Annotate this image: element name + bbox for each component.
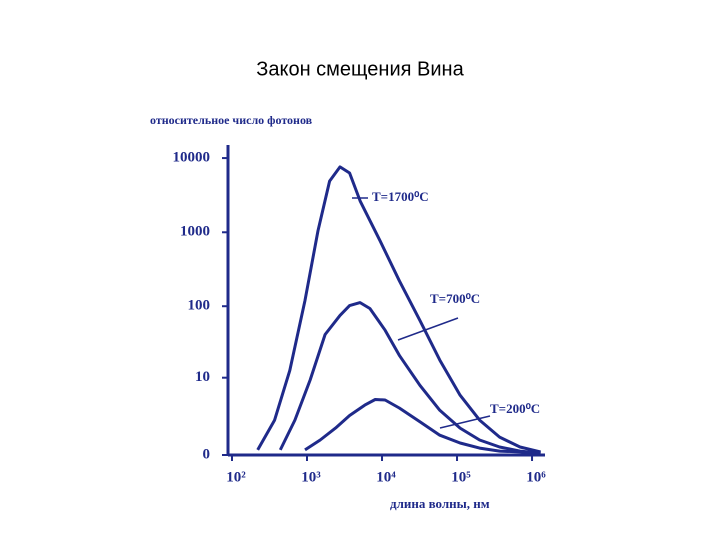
y-tick-label: 10000 <box>173 150 211 166</box>
series-label: T=700⁰C <box>430 291 480 306</box>
curve <box>256 165 541 454</box>
x-tick-label: 10² <box>226 469 246 485</box>
chart-title: Закон смещения Вина <box>256 58 464 80</box>
y-axis-label: относительное число фотонов <box>150 113 313 127</box>
x-tick-label: 10³ <box>301 469 321 485</box>
y-tick-label: 1000 <box>180 224 210 240</box>
series-label: T=1700⁰C <box>372 189 429 204</box>
y-tick-label: 0 <box>203 446 211 462</box>
series-label: T=200⁰C <box>490 401 540 416</box>
x-tick-label: 10⁶ <box>526 469 546 485</box>
x-tick-label: 10⁴ <box>376 469 396 485</box>
y-tick-label: 10 <box>195 369 210 385</box>
curve <box>304 398 541 455</box>
curve <box>278 301 541 455</box>
leader-line <box>397 317 459 341</box>
x-axis-label: длина волны, нм <box>390 496 490 511</box>
y-tick-label: 100 <box>188 298 211 314</box>
leader-line <box>439 415 491 429</box>
x-tick-label: 10⁵ <box>451 469 471 485</box>
